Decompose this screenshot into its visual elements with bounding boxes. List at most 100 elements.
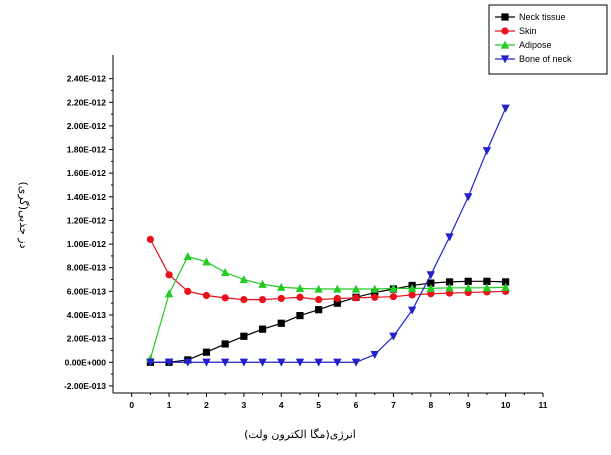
- data-point-neck-tissue: [221, 340, 229, 348]
- data-point-bone-of-neck: [445, 233, 454, 242]
- plot-layer: [146, 104, 510, 367]
- data-point-adipose: [333, 284, 342, 293]
- data-point-adipose: [239, 275, 249, 284]
- data-point-adipose: [277, 282, 286, 291]
- legend-label-skin: Skin: [519, 26, 537, 36]
- data-point-skin: [389, 293, 398, 301]
- data-point-bone-of-neck: [333, 358, 342, 367]
- data-point-neck-tissue: [483, 277, 491, 285]
- x-tick-label: 8: [428, 400, 433, 410]
- y-tick-label: 0.00E+000: [65, 357, 107, 367]
- x-tick-label: 3: [242, 400, 247, 410]
- data-point-skin: [315, 296, 323, 304]
- y-tick-label: 2.20E-012: [67, 97, 106, 107]
- legend-marker-neck-tissue: [501, 13, 509, 21]
- data-point-bone-of-neck: [258, 358, 267, 367]
- data-point-bone-of-neck: [426, 271, 436, 280]
- data-point-skin: [258, 296, 267, 304]
- x-tick-label: 6: [354, 400, 359, 410]
- y-tick-label: 1.80E-012: [67, 145, 106, 155]
- y-tick-label: -2.00E-013: [64, 381, 106, 391]
- y-axis-title: دز جذبی(گری): [17, 181, 30, 248]
- series-line-bone-of-neck: [150, 107, 507, 363]
- data-point-adipose: [164, 289, 174, 298]
- data-point-skin: [371, 293, 379, 301]
- data-point-bone-of-neck: [202, 358, 211, 367]
- data-point-bone-of-neck: [239, 358, 249, 367]
- legend-label-bone-of-neck: Bone of neck: [519, 54, 572, 64]
- data-point-adipose: [445, 283, 454, 292]
- legend-marker-adipose: [500, 40, 510, 49]
- data-point-skin: [296, 293, 304, 301]
- data-point-adipose: [501, 282, 510, 291]
- y-tick-label: 2.00E-013: [67, 334, 106, 344]
- data-point-adipose: [314, 284, 323, 293]
- data-point-bone-of-neck: [370, 350, 379, 359]
- data-point-skin: [184, 287, 192, 295]
- data-point-adipose: [407, 284, 417, 293]
- x-tick-label: 4: [279, 400, 284, 410]
- data-point-skin: [240, 296, 248, 304]
- data-point-neck-tissue: [277, 319, 285, 327]
- legend-marker-skin: [501, 27, 509, 35]
- data-point-neck-tissue: [445, 278, 454, 286]
- data-point-adipose: [464, 283, 473, 292]
- data-point-bone-of-neck: [295, 358, 305, 367]
- data-point-adipose: [389, 284, 398, 293]
- data-point-bone-of-neck: [164, 358, 174, 367]
- data-point-neck-tissue: [333, 299, 341, 307]
- data-point-neck-tissue: [296, 311, 304, 320]
- data-point-skin: [202, 291, 211, 300]
- data-point-skin: [333, 294, 341, 303]
- data-point-bone-of-neck: [389, 332, 398, 341]
- series-line-adipose: [149, 255, 506, 359]
- y-tick-label: 1.40E-012: [67, 192, 106, 202]
- data-point-adipose: [258, 279, 267, 288]
- data-point-neck-tissue: [315, 306, 323, 314]
- y-tick-label: 4.00E-013: [67, 310, 106, 320]
- x-axis-title: انرژی(مگا الکترون ولت): [244, 428, 356, 441]
- y-tick-label: 2.40E-012: [67, 74, 106, 84]
- data-point-adipose: [220, 268, 230, 277]
- legend-marker-bone-of-neck: [500, 55, 510, 64]
- data-point-adipose: [202, 257, 211, 266]
- y-tick-label: 1.60E-012: [67, 168, 106, 178]
- x-tick-label: 10: [501, 400, 511, 410]
- data-point-neck-tissue: [258, 325, 267, 333]
- data-point-adipose: [295, 284, 305, 293]
- legend-label-adipose: Adipose: [519, 40, 552, 50]
- data-point-bone-of-neck: [277, 358, 286, 367]
- x-tick-label: 2: [204, 400, 209, 410]
- data-point-skin: [408, 291, 416, 299]
- data-point-adipose: [351, 284, 361, 293]
- data-point-neck-tissue: [502, 278, 510, 286]
- data-point-adipose: [482, 283, 492, 292]
- data-point-bone-of-neck: [407, 306, 417, 315]
- legend: Neck tissue Skin Adipose Bone of neck: [488, 4, 608, 75]
- legend-label-neck-tissue: Neck tissue: [519, 12, 566, 22]
- x-tick-label: 7: [391, 400, 396, 410]
- data-point-skin: [221, 294, 229, 302]
- data-point-neck-tissue: [427, 279, 435, 287]
- x-tick-label: 5: [316, 400, 321, 410]
- data-point-skin: [277, 294, 285, 303]
- data-point-bone-of-neck: [220, 358, 230, 367]
- x-tick-label: 11: [539, 400, 548, 410]
- data-point-neck-tissue: [240, 332, 248, 340]
- data-point-skin: [165, 271, 173, 279]
- data-point-adipose: [183, 252, 192, 261]
- data-point-bone-of-neck: [501, 104, 510, 113]
- data-point-bone-of-neck: [351, 358, 361, 367]
- data-point-bone-of-neck: [482, 147, 492, 156]
- data-point-adipose: [370, 284, 379, 293]
- data-point-neck-tissue: [464, 277, 472, 285]
- data-point-bone-of-neck: [314, 358, 323, 367]
- y-tick-label: 2.00E-012: [67, 121, 106, 131]
- data-point-neck-tissue: [202, 348, 211, 356]
- data-point-adipose: [426, 284, 436, 293]
- data-point-bone-of-neck: [146, 358, 155, 367]
- y-tick-label: 1.20E-012: [67, 215, 106, 225]
- axes-layer: 0 1 2 3 4 5 6 7 8 9 10 11 -2.00E-013 0.00E+000 2.00E-0…: [64, 55, 548, 410]
- x-tick-label: 0: [129, 400, 134, 410]
